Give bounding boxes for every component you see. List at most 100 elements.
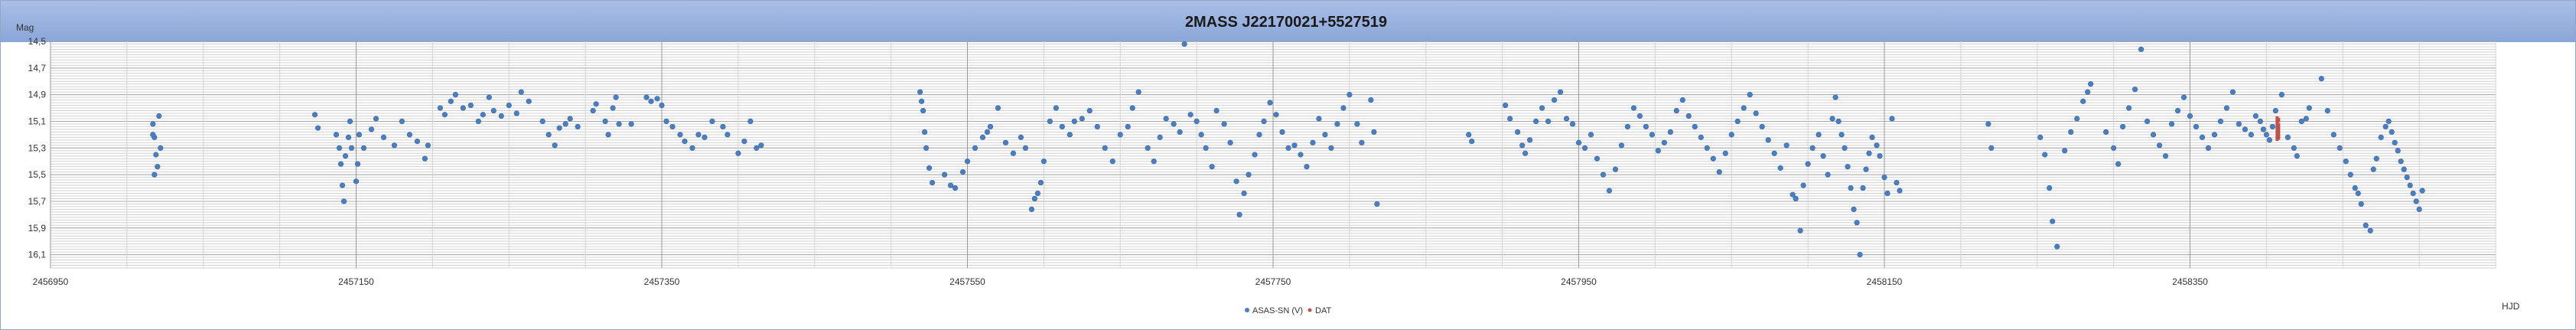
grid-layer [50,41,2496,269]
data-point-asas-sn [2347,172,2353,178]
data-point-asas-sn [2042,152,2048,158]
data-point-asas-sn [153,152,159,158]
data-point-asas-sn [567,116,573,122]
data-point-asas-sn [1848,185,1854,191]
data-point-asas-sn [1466,132,1472,138]
data-point-asas-sn [437,105,443,111]
data-point-asas-sn [952,185,959,191]
data-point-asas-sn [2278,92,2285,98]
data-point-asas-sn [677,132,683,138]
data-point-asas-sn [1698,134,1704,140]
data-point-asas-sn [1047,118,1053,125]
data-point-asas-sn [1569,121,1576,127]
data-point-asas-sn [920,107,927,114]
data-point-asas-sn [158,145,164,151]
data-point-asas-sn [1151,158,1157,165]
data-point-asas-sn [2080,98,2086,104]
data-point-asas-sn [1797,227,1803,234]
y-tick-label: 14,7 [28,63,47,74]
data-point-dat [2277,131,2281,136]
data-point-asas-sn [941,172,948,178]
y-axis-label: Mag [16,22,34,33]
data-point-asas-sn [917,89,923,95]
x-tick-label: 2458150 [1867,276,1903,287]
data-point-asas-sn [391,142,398,149]
data-point-asas-sn [340,198,347,204]
data-point-asas-sn [926,165,933,172]
data-point-asas-sn [2358,201,2364,207]
data-point-asas-sn [1354,121,1360,127]
data-point-asas-sn [2272,107,2278,114]
data-point-asas-sn [513,110,519,116]
data-point-asas-sn [964,158,971,165]
data-point-asas-sn [441,112,448,118]
data-point-asas-sn [2054,243,2060,250]
data-point-asas-sn [556,125,562,131]
data-point-asas-sn [689,145,695,151]
data-point-asas-sn [2088,81,2094,87]
data-point-asas-sn [747,118,754,125]
data-point-asas-sn [1600,172,1607,178]
data-point-asas-sn [2074,116,2080,122]
data-point-asas-sn [1241,190,1247,197]
data-point-asas-sn [1194,118,1200,125]
data-point-asas-sn [1988,145,1995,151]
x-tick-label: 2458350 [2172,276,2208,287]
data-point-asas-sn [1710,155,1716,162]
data-point-asas-sn [1507,116,1513,122]
data-point-asas-sn [1649,132,1655,138]
data-point-asas-sn [725,132,731,138]
data-point-asas-sn [1863,166,1869,172]
data-point-asas-sn [345,134,352,140]
data-point-asas-sn [709,118,715,125]
data-point-asas-sn [2138,46,2144,53]
data-point-asas-sn [575,123,581,130]
data-point-asas-sn [1094,123,1100,130]
data-point-asas-sn [2363,222,2369,228]
data-point-asas-sn [2229,89,2236,95]
tick-layer: 14,5 14,7 14,9 15,1 15,3 15,5 15,7 15,9 16,1 2456… [28,36,2209,287]
data-point-asas-sn [526,98,532,104]
data-point-asas-sn [1067,132,1073,138]
x-tick-label: 2457150 [338,276,374,287]
data-point-asas-sn [1845,164,1851,170]
data-point-asas-sn [2404,175,2410,181]
data-point-asas-sn [1102,145,1108,151]
data-point-asas-sn [1177,129,1183,135]
data-point-asas-sn [1187,112,1194,118]
data-point-asas-sn [1716,169,1722,175]
data-point-asas-sn [2352,185,2358,191]
data-point-asas-sn [1820,153,1826,159]
data-point-asas-sn [1261,118,1267,125]
data-point-asas-sn [2330,132,2337,138]
data-point-asas-sn [467,102,474,109]
y-tick-label: 15,9 [28,223,47,234]
data-point-asas-sn [2115,161,2122,167]
data-point-asas-sn [984,129,991,135]
data-point-asas-sn [2085,89,2091,95]
data-point-asas-sn [1800,182,1806,188]
y-tick-label: 15,5 [28,169,47,180]
data-point-asas-sn [150,132,156,138]
data-point-asas-sn [2370,166,2376,172]
data-point-asas-sn [1514,129,1521,135]
data-point-asas-sn [1037,179,1044,186]
data-point-asas-sn [2395,148,2401,154]
data-point-asas-sn [2150,132,2157,138]
data-point-asas-sn [1655,148,1661,154]
data-point-asas-sn [1117,132,1123,138]
data-point-asas-sn [2291,145,2297,151]
data-point-asas-sn [486,94,492,100]
data-point-asas-sn [758,142,764,149]
data-point-asas-sn [2413,198,2419,204]
data-point-asas-sn [1503,102,1509,109]
data-point-asas-sn [1371,129,1377,135]
data-point-asas-sn [1532,118,1539,125]
data-point-asas-sn [2303,116,2309,122]
data-point-asas-sn [590,107,596,114]
data-point-asas-sn [923,145,930,151]
data-point-asas-sn [1310,139,1316,145]
data-point-asas-sn [2103,129,2109,135]
data-point-asas-sn [1594,155,1601,162]
